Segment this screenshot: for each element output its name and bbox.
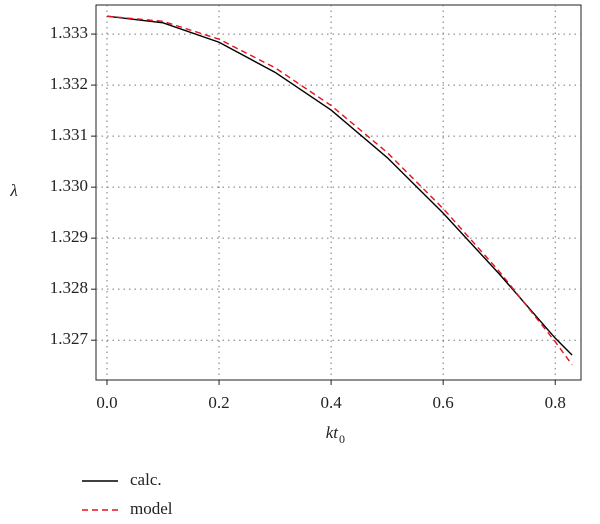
x-tick-label: 0.4	[320, 393, 342, 412]
y-tick-label: 1.330	[50, 176, 88, 195]
y-tick-label: 1.332	[50, 74, 88, 93]
x-tick-label: 0.2	[208, 393, 229, 412]
y-axis-label: λ	[9, 181, 17, 200]
y-tick-label: 1.328	[50, 278, 88, 297]
x-tick-label: 0.0	[96, 393, 117, 412]
line-series	[106, 15, 573, 356]
legend-label: calc.	[130, 470, 162, 489]
x-tick-label: 0.8	[545, 393, 566, 412]
legend-label: model	[130, 499, 173, 518]
line-series	[106, 15, 573, 366]
x-axis-label: kt	[326, 423, 340, 442]
y-tick-label: 1.329	[50, 227, 88, 246]
y-tick-label: 1.327	[50, 329, 89, 348]
plot-frame	[95, 4, 582, 381]
x-axis-label-subscript: 0	[339, 432, 345, 446]
x-tick-label: 0.6	[433, 393, 454, 412]
y-tick-label: 1.333	[50, 23, 88, 42]
y-tick-label: 1.331	[50, 125, 88, 144]
